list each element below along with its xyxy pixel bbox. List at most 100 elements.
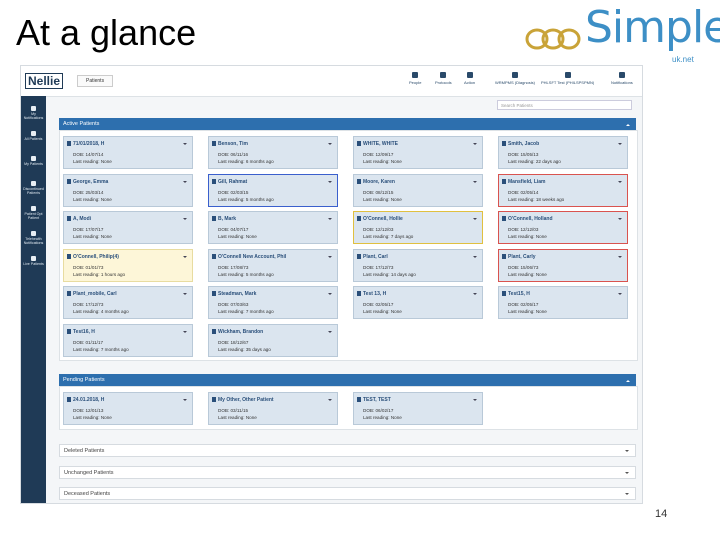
- patient-card[interactable]: O'Connell, Philip(4) DOB: 01/01/73 Last re…: [63, 248, 193, 282]
- sidebar-label: My Patients: [24, 162, 43, 166]
- patient-card[interactable]: B, Mark DOB: 04/07/17 Last reading: None: [208, 211, 338, 244]
- last-reading: Last reading: None: [218, 415, 257, 420]
- sidebar-item[interactable]: Live Patients: [21, 256, 46, 266]
- logo-text: Simple: [585, 2, 720, 53]
- bookmark-icon: [67, 216, 71, 221]
- nav-item[interactable]: Action: [464, 72, 475, 85]
- chevron: [328, 255, 332, 260]
- sidebar-item[interactable]: My Notifications: [21, 106, 46, 120]
- patient-card[interactable]: O'Connell, Hollie DOB: 12/12/03 Last readi…: [353, 211, 483, 244]
- page-number: 14: [655, 508, 668, 520]
- brand[interactable]: Nellie: [25, 73, 64, 89]
- patient-card[interactable]: Steadman, Mark DOB: 07/03/63 Last reading:…: [208, 286, 338, 319]
- nav-item[interactable]: WRMPMS (Diagnosis): [495, 72, 535, 85]
- bookmark-icon: [357, 253, 361, 259]
- patient-card[interactable]: Plant_mobile, Carl DOB: 17/12/73 Last read…: [63, 286, 193, 319]
- patient-card[interactable]: O'Connell New Account, Phil DOB: 17/08/73…: [208, 248, 338, 282]
- bookmark-icon: [67, 397, 71, 402]
- sidebar-item[interactable]: Discontinued Patients: [21, 181, 46, 195]
- chevron: [328, 293, 332, 297]
- bookmark-icon: [357, 216, 361, 221]
- nav-item[interactable]: People: [409, 72, 421, 85]
- patient-dob: DOB: 12/01/13: [73, 408, 104, 413]
- collapsed-section[interactable]: Deceased Patients: [59, 487, 636, 500]
- logo-suffix: uk.net: [672, 55, 694, 64]
- sidebar-icon: [31, 231, 36, 236]
- patient-card[interactable]: TEST, TEST DOB: 06/02/17 Last reading: Non…: [353, 392, 483, 425]
- last-reading: Last reading: 7 months ago: [73, 346, 129, 352]
- patient-name: Plant, Carly: [508, 253, 536, 260]
- patient-dob: DOB: 12/12/03: [508, 227, 539, 232]
- patient-name: Test16, H: [73, 328, 95, 335]
- last-reading: Last reading: None: [73, 196, 112, 202]
- slide-title: At a glance: [16, 12, 197, 53]
- sidebar-item[interactable]: All Patients: [21, 131, 46, 141]
- patient-dob: DOB: 18/12/67: [218, 339, 249, 345]
- bookmark-icon: [357, 141, 361, 146]
- sidebar-item[interactable]: My Patients: [21, 156, 46, 166]
- chevron: [328, 218, 332, 222]
- chevron: [473, 255, 477, 260]
- nav-icon: [440, 72, 447, 78]
- patient-card[interactable]: Gill, Rahmat DOB: 02/03/15 Last reading: 5…: [208, 173, 338, 207]
- sidebar-icon: [31, 256, 36, 261]
- last-reading: Last reading: None: [73, 415, 112, 420]
- top-bar: Nellie Patients People Protocols Action WRM…: [21, 66, 642, 97]
- last-reading: Last reading: 1 hours ago: [73, 271, 126, 277]
- chevron: [328, 330, 332, 335]
- last-reading: Last reading: 14 days ago: [363, 271, 416, 277]
- nav-item[interactable]: Notifications: [611, 72, 633, 85]
- patient-card[interactable]: Smith, Jacob DOB: 15/05/13 Last reading: 2…: [498, 136, 628, 169]
- last-reading: Last reading: None: [363, 415, 402, 420]
- patient-card[interactable]: Test16, H DOB: 01/11/17 Last reading: 7 mo…: [63, 323, 193, 357]
- patient-dob: DOB: 06/11/16: [218, 152, 249, 157]
- patient-card[interactable]: My Other, Other Patient DOB: 03/11/15 Last…: [208, 392, 338, 425]
- chevron: [183, 399, 187, 403]
- sidebar-item[interactable]: Telehealth Notifications: [21, 231, 46, 245]
- sidebar-item[interactable]: Patient Opt Patient: [21, 206, 46, 220]
- search-box[interactable]: Search Patients: [497, 100, 632, 110]
- bookmark-icon: [357, 291, 361, 296]
- patient-card[interactable]: O'Connell, Holland DOB: 12/12/03 Last read…: [498, 211, 628, 244]
- section-header[interactable]: Active Patients: [59, 118, 636, 130]
- chevron: [183, 218, 187, 222]
- nav-label: Notifications: [611, 80, 633, 85]
- patient-card[interactable]: Test15, H DOB: 02/05/17 Last reading: None: [498, 286, 628, 319]
- patient-card[interactable]: 71/01/2018, H DOB: 14/07/14 Last reading: …: [63, 136, 193, 169]
- nav-label: WRMPMS (Diagnosis): [495, 80, 536, 85]
- patient-card[interactable]: Plant, Carl DOB: 17/12/73 Last reading: 14…: [353, 248, 483, 282]
- collapsed-section[interactable]: Deleted Patients: [59, 444, 636, 457]
- bookmark-icon: [502, 253, 506, 259]
- patient-card[interactable]: Benson, Tim DOB: 06/11/16 Last reading: 6 …: [208, 136, 338, 169]
- chevron: [183, 180, 187, 185]
- patient-name: Benson, Tim: [218, 141, 248, 147]
- patient-card[interactable]: Moore, Karen DOB: 08/12/15 Last reading: N…: [353, 173, 483, 207]
- patient-card[interactable]: Wickham, Brandon DOB: 18/12/67 Last readin…: [208, 323, 338, 357]
- patient-name: O'Connell, Holland: [508, 216, 553, 222]
- patient-card[interactable]: A, Modi DOB: 17/07/17 Last reading: None: [63, 211, 193, 244]
- patient-card[interactable]: George, Emma DOB: 25/03/14 Last reading: N…: [63, 173, 193, 207]
- chevron: [328, 143, 332, 147]
- bookmark-icon: [212, 141, 216, 146]
- patient-card[interactable]: Test 13, H DOB: 02/05/17 Last reading: Non…: [353, 286, 483, 319]
- nav-item[interactable]: PHLSFT Test (PHILSPSPMN): [541, 72, 594, 85]
- patient-card[interactable]: 24.01.2018, H DOB: 12/01/13 Last reading: …: [63, 392, 193, 425]
- chevron: [618, 180, 622, 185]
- patient-name: WHITE, WHITE: [363, 141, 398, 147]
- collapsed-section[interactable]: Unchanged Patients: [59, 465, 636, 479]
- bookmark-icon: [212, 253, 216, 259]
- tab[interactable]: Patients: [77, 75, 114, 87]
- last-reading: Last reading: None: [508, 271, 547, 277]
- sidebar-label: Discontinued Patients: [23, 187, 44, 195]
- patient-name: Mansfield, Liam: [508, 178, 546, 185]
- last-reading: Last reading: None: [218, 234, 257, 239]
- nav-label: PHLSFT Test (PHILSPSPMN): [541, 80, 595, 85]
- patient-dob: DOB: 17/12/73: [73, 302, 104, 307]
- patient-card[interactable]: Plant, Carly DOB: 15/06/73 Last reading: N…: [498, 248, 628, 282]
- section-header[interactable]: Pending Patients: [59, 374, 636, 386]
- nav-icon: [412, 72, 419, 78]
- nav-item[interactable]: Protocols: [435, 72, 452, 85]
- patient-card[interactable]: Mansfield, Liam DOB: 02/05/14 Last reading…: [498, 173, 628, 207]
- patient-card[interactable]: WHITE, WHITE DOB: 12/09/17 Last reading: N…: [353, 136, 483, 169]
